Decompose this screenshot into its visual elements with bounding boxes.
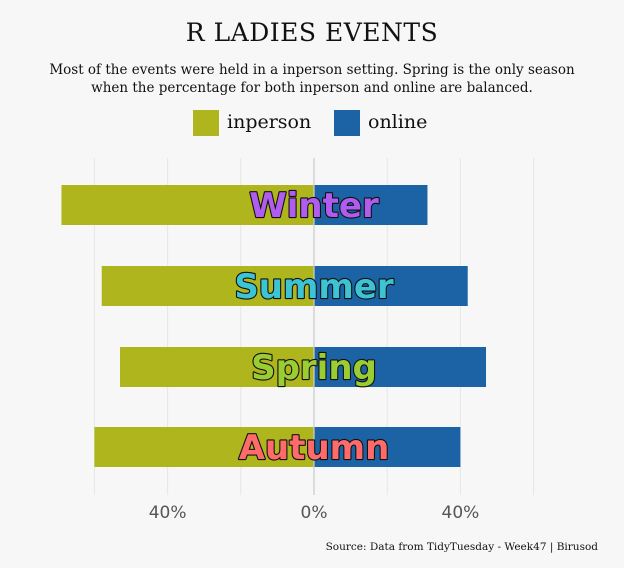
diverging-bar-chart: Winter Summer Spring Autumn 40% 0% 40% — [61, 158, 535, 523]
bar-inperson — [61, 185, 315, 225]
bar-online — [314, 427, 461, 467]
bar-inperson — [120, 347, 315, 387]
category-label: Summer — [234, 267, 394, 307]
bar-online — [314, 347, 487, 387]
bar-inperson — [94, 427, 315, 467]
chart-subtitle: Most of the events were held in a inpers… — [49, 62, 575, 96]
chart-title: R LADIES EVENTS — [185, 18, 439, 47]
bar-online — [314, 266, 468, 306]
legend-swatch-inperson — [193, 110, 219, 136]
legend-label-inperson: inperson — [227, 111, 312, 133]
x-tick-label: 40% — [149, 503, 187, 523]
legend: inperson online — [0, 110, 624, 138]
category-label: Winter — [249, 186, 379, 226]
x-tick-label: 0% — [301, 503, 328, 523]
category-label: Spring — [251, 348, 377, 388]
category-label: Autumn — [239, 428, 390, 468]
legend-label-online: online — [368, 111, 428, 133]
bar-inperson — [101, 266, 314, 306]
bar-online — [314, 185, 428, 225]
legend-swatch-online — [334, 110, 360, 136]
chart-caption: Source: Data from TidyTuesday - Week47 |… — [325, 541, 598, 553]
x-tick-label: 40% — [442, 503, 480, 523]
